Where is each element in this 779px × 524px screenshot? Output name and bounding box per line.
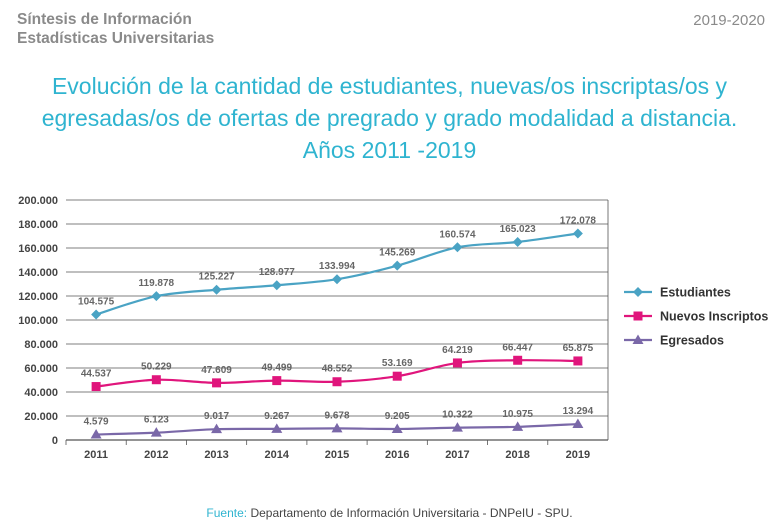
y-tick-label: 60.000 bbox=[24, 363, 58, 375]
data-label: 125.227 bbox=[198, 272, 235, 283]
y-tick-label: 200.000 bbox=[18, 195, 58, 207]
data-point bbox=[212, 378, 222, 388]
data-label: 47.609 bbox=[201, 365, 232, 376]
data-point bbox=[512, 236, 523, 247]
x-tick-label: 2019 bbox=[566, 449, 590, 461]
y-tick-label: 180.000 bbox=[18, 219, 58, 231]
data-point bbox=[573, 356, 583, 366]
data-label: 160.574 bbox=[439, 229, 476, 240]
data-point bbox=[332, 377, 342, 387]
report-name-line2: Estadísticas Universitarias bbox=[17, 30, 215, 47]
y-tick-label: 100.000 bbox=[18, 315, 58, 327]
data-label: 64.219 bbox=[442, 345, 473, 356]
data-label: 65.875 bbox=[563, 343, 594, 354]
legend-marker bbox=[633, 311, 643, 321]
data-label: 9.017 bbox=[204, 411, 229, 422]
legend-label: Nuevos Inscriptos bbox=[660, 310, 768, 324]
data-label: 128.977 bbox=[259, 267, 296, 278]
y-tick-label: 0 bbox=[52, 435, 58, 447]
data-point bbox=[512, 421, 524, 431]
x-tick-label: 2011 bbox=[84, 449, 108, 461]
data-label: 133.994 bbox=[319, 261, 356, 272]
report-name-line1: Síntesis de Información bbox=[17, 11, 192, 28]
x-tick-label: 2015 bbox=[325, 449, 349, 461]
data-point bbox=[151, 291, 162, 302]
x-tick-label: 2018 bbox=[505, 449, 529, 461]
data-point bbox=[572, 418, 584, 429]
data-point bbox=[272, 376, 282, 386]
report-period: 2019-2020 bbox=[693, 12, 765, 29]
legend-label: Egresados bbox=[660, 334, 724, 348]
data-point bbox=[271, 423, 283, 433]
series-line-estudiantes bbox=[95, 232, 579, 316]
data-label: 50.229 bbox=[141, 362, 172, 373]
data-label: 165.023 bbox=[500, 224, 537, 235]
data-label: 44.537 bbox=[81, 369, 112, 380]
chart-title-line2: egresadas/os de ofertas de pregrado y gr… bbox=[41, 105, 738, 131]
legend-marker bbox=[632, 334, 644, 344]
data-label: 9.678 bbox=[324, 410, 349, 421]
data-label: 10.322 bbox=[442, 410, 473, 421]
data-label: 104.575 bbox=[78, 297, 115, 308]
source-label: Fuente: bbox=[206, 506, 248, 520]
data-label: 48.552 bbox=[322, 364, 353, 375]
data-point bbox=[211, 284, 222, 295]
y-tick-label: 140.000 bbox=[18, 267, 58, 279]
y-tick-label: 120.000 bbox=[18, 291, 58, 303]
data-label: 10.975 bbox=[502, 409, 533, 420]
y-tick-label: 80.000 bbox=[24, 339, 58, 351]
source-note: Fuente: Departamento de Información Univ… bbox=[0, 506, 779, 520]
x-tick-label: 2016 bbox=[385, 449, 409, 461]
data-label: 172.078 bbox=[560, 216, 597, 227]
data-point bbox=[151, 375, 161, 385]
data-point bbox=[271, 280, 282, 291]
y-tick-label: 160.000 bbox=[18, 243, 58, 255]
data-point bbox=[451, 422, 463, 432]
source-text: Departamento de Información Universitari… bbox=[250, 506, 573, 520]
x-tick-label: 2014 bbox=[265, 449, 290, 461]
data-label: 145.269 bbox=[379, 248, 416, 259]
data-point bbox=[392, 260, 403, 271]
data-point bbox=[452, 242, 463, 253]
data-label: 6.123 bbox=[144, 415, 169, 426]
chart-title-line3: Años 2011 -2019 bbox=[302, 137, 477, 163]
report-header: Síntesis de Información Estadísticas Uni… bbox=[17, 10, 214, 48]
chart-title-line1: Evolución de la cantidad de estudiantes,… bbox=[51, 73, 728, 99]
data-label: 4.579 bbox=[84, 417, 109, 428]
data-label: 13.294 bbox=[563, 406, 594, 417]
data-label: 9.205 bbox=[385, 411, 410, 422]
x-tick-label: 2013 bbox=[204, 449, 228, 461]
data-point bbox=[150, 427, 162, 437]
data-point bbox=[452, 358, 462, 368]
x-tick-label: 2012 bbox=[144, 449, 168, 461]
data-point bbox=[91, 309, 102, 320]
data-point bbox=[392, 371, 402, 381]
y-tick-label: 40.000 bbox=[24, 387, 58, 399]
legend-marker bbox=[633, 287, 643, 297]
data-label: 53.169 bbox=[382, 358, 413, 369]
data-label: 9.267 bbox=[264, 411, 289, 422]
data-point bbox=[211, 423, 223, 434]
data-point bbox=[91, 382, 101, 392]
y-tick-label: 20.000 bbox=[24, 411, 58, 423]
data-point bbox=[90, 429, 102, 439]
data-point bbox=[332, 274, 342, 285]
data-label: 119.878 bbox=[139, 278, 175, 289]
data-point bbox=[572, 228, 583, 239]
chart-title: Evolución de la cantidad de estudiantes,… bbox=[0, 70, 779, 166]
legend-label: Estudiantes bbox=[660, 286, 731, 300]
data-label: 49.499 bbox=[261, 363, 292, 374]
x-tick-label: 2017 bbox=[445, 449, 469, 461]
data-label: 66.447 bbox=[502, 342, 533, 353]
data-point bbox=[391, 423, 403, 433]
data-point bbox=[331, 422, 343, 433]
data-point bbox=[513, 355, 523, 365]
